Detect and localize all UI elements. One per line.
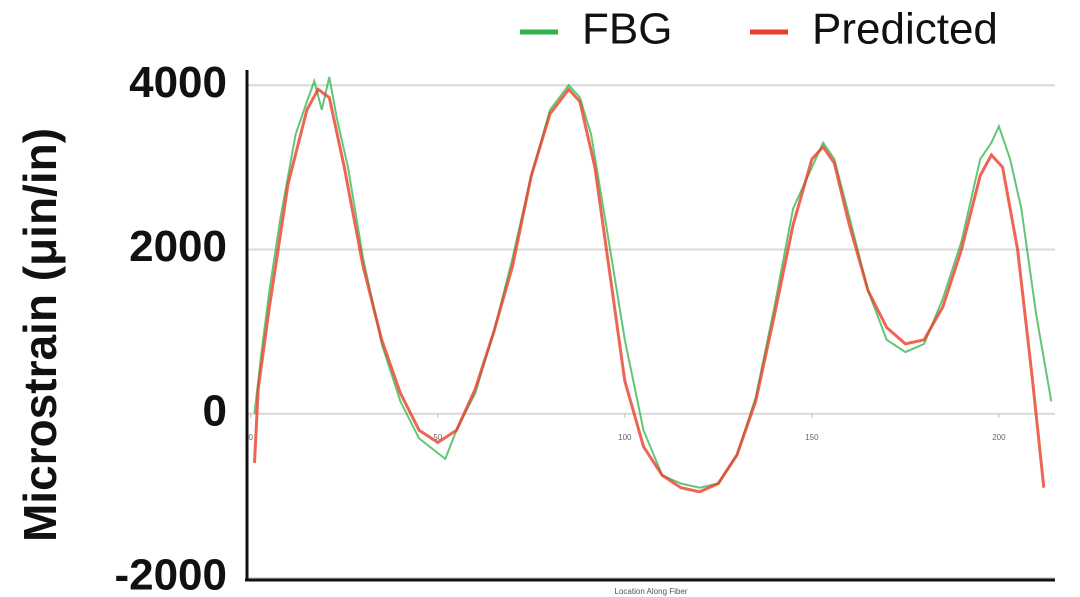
x-tick-label: 200: [992, 433, 1006, 442]
y-tick-label: 4000: [129, 58, 227, 107]
legend-label: FBG: [582, 5, 672, 54]
series-line: [253, 76, 1053, 489]
x-axis-label: Location Along Fiber: [615, 587, 688, 596]
y-tick-label: 2000: [129, 222, 227, 271]
y-tick-label: 0: [203, 386, 227, 435]
x-tick-label: 0: [249, 433, 254, 442]
legend-label: Predicted: [812, 5, 998, 54]
series-line: [253, 86, 1046, 494]
x-tick-label: 150: [805, 433, 819, 442]
x-tick-label: 100: [618, 433, 632, 442]
y-axis-label: Microstrain (μin/in): [14, 128, 66, 542]
y-tick-label: -2000: [114, 551, 227, 597]
x-tick-label: 50: [433, 433, 442, 442]
